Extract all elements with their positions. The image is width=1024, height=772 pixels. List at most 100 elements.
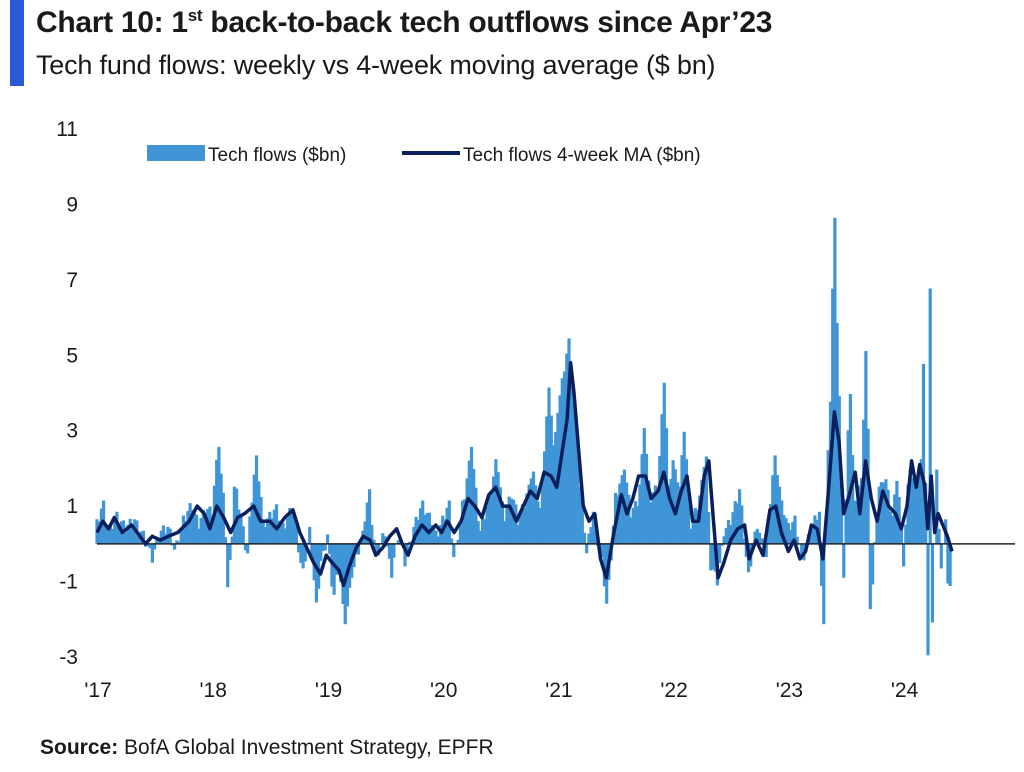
bar: [926, 543, 930, 656]
y-tick-label: 7: [66, 269, 78, 292]
bar: [268, 511, 272, 544]
bar: [658, 455, 662, 544]
bar: [578, 486, 582, 544]
bar: [179, 527, 183, 544]
bar: [325, 534, 330, 544]
bar: [580, 497, 584, 544]
bar: [292, 514, 296, 544]
bar: [620, 475, 624, 544]
bar: [137, 533, 141, 544]
bar: [653, 485, 657, 544]
legend: Tech flows ($bn) Tech flows 4-week MA ($b…: [147, 145, 701, 166]
y-axis: 11 9 7 5 3 1 -1 -3: [56, 118, 78, 669]
bar: [864, 350, 868, 544]
bar: [427, 512, 431, 544]
legend-label-line: Tech flows 4-week MA ($bn): [463, 145, 701, 166]
bar: [438, 525, 443, 544]
bar: [853, 500, 857, 544]
y-tick-label: -1: [59, 571, 78, 594]
bar: [507, 496, 511, 544]
bar: [538, 508, 542, 544]
bar: [372, 539, 376, 544]
bar: [421, 500, 425, 544]
bar: [159, 530, 163, 544]
bar: [684, 459, 688, 544]
bar: [534, 485, 538, 544]
bar: [243, 543, 248, 551]
bar: [848, 394, 852, 544]
bar: [769, 504, 773, 544]
bar: [899, 525, 903, 544]
x-axis: '17 '18 '19 '20 '21 '22 '23 '24: [84, 679, 918, 702]
bar: [644, 453, 649, 544]
bar: [217, 446, 221, 544]
bar: [711, 543, 715, 570]
x-tick-label: '24: [891, 679, 919, 702]
legend-label-bars: Tech flows ($bn): [208, 145, 346, 166]
bar: [219, 473, 223, 544]
bar: [784, 518, 788, 544]
bar: [545, 416, 549, 544]
bar: [141, 530, 146, 544]
bar: [188, 503, 192, 544]
bar: [886, 490, 890, 544]
bar: [676, 482, 680, 544]
bar: [173, 543, 177, 550]
x-tick-label: '23: [776, 679, 803, 702]
bar: [753, 531, 757, 544]
bar: [387, 543, 392, 559]
bar: [297, 543, 301, 553]
bar: [576, 455, 580, 544]
bar: [520, 504, 524, 544]
bar: [631, 507, 635, 544]
bar: [403, 543, 407, 567]
bar: [795, 536, 799, 544]
bar: [822, 543, 826, 625]
legend-swatch-bars: [147, 145, 205, 161]
bar: [766, 519, 770, 544]
bar: [443, 519, 447, 544]
bar: [636, 506, 640, 544]
bar: [319, 543, 323, 561]
bar: [430, 525, 434, 544]
bar: [190, 509, 194, 544]
bar: [718, 543, 722, 563]
bar: [314, 543, 318, 603]
bar: [585, 543, 589, 554]
bar: [839, 486, 844, 544]
bar: [529, 478, 533, 544]
chart-subtitle: Tech fund flows: weekly vs 4-week moving…: [36, 50, 716, 80]
bar: [106, 530, 110, 544]
bar: [146, 543, 150, 547]
bar: [633, 501, 638, 544]
bar: [157, 540, 161, 544]
bar: [540, 481, 544, 544]
bar: [161, 525, 166, 544]
bar: [811, 524, 815, 544]
bar: [432, 526, 436, 544]
bar: [842, 543, 846, 578]
bar: [449, 538, 454, 544]
bar: [720, 543, 724, 546]
bar: [332, 543, 336, 595]
bar: [374, 543, 378, 554]
bar: [192, 512, 197, 544]
bar: [104, 524, 108, 544]
bar: [274, 504, 279, 544]
bar: [671, 460, 675, 544]
x-tick-label: '18: [200, 679, 227, 702]
bar: [494, 459, 498, 544]
bar: [525, 493, 529, 544]
bar: [126, 524, 130, 544]
bar: [782, 515, 786, 544]
bar: [786, 523, 790, 544]
bar: [445, 507, 449, 544]
bar: [328, 543, 332, 554]
x-tick-label: '22: [660, 679, 687, 702]
bar: [602, 543, 606, 587]
bar: [365, 502, 369, 544]
bar: [115, 511, 119, 544]
bar: [199, 518, 203, 544]
bar: [476, 521, 480, 544]
bar: [485, 506, 489, 544]
